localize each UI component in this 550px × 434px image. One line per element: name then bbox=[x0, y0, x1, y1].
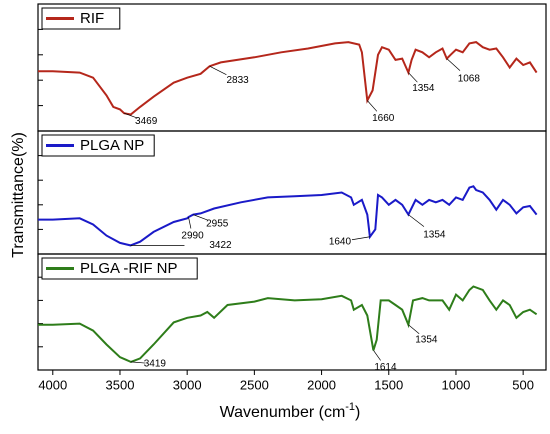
annotation-leader bbox=[188, 217, 192, 229]
x-axis-label: Wavenumber (cm-1) bbox=[220, 401, 361, 421]
x-tick-label: 1500 bbox=[374, 377, 403, 392]
annotation-leader bbox=[408, 324, 420, 335]
x-tick-label: 4000 bbox=[38, 377, 67, 392]
annotation-label: 1614 bbox=[374, 362, 397, 373]
x-tick-label: 3500 bbox=[106, 377, 135, 392]
x-tick-label: 2500 bbox=[240, 377, 269, 392]
legend-box bbox=[41, 7, 121, 30]
annotation-label: 2833 bbox=[226, 75, 249, 86]
x-tick-label: 500 bbox=[512, 377, 534, 392]
annotation-label: 3422 bbox=[209, 240, 232, 251]
spectrum-line bbox=[38, 285, 538, 363]
legend-label: PLGA -RIF NP bbox=[80, 260, 178, 277]
annotation-label: 2990 bbox=[181, 231, 204, 242]
annotation-leader bbox=[124, 112, 138, 119]
annotation-leader bbox=[446, 58, 461, 71]
panel-frame bbox=[37, 253, 547, 371]
annotation-leader bbox=[193, 214, 208, 221]
annotation-label: 1640 bbox=[329, 236, 352, 247]
x-tick-label: 2000 bbox=[307, 377, 336, 392]
annotation-label: 1660 bbox=[372, 113, 395, 124]
annotation-label: 1354 bbox=[415, 334, 438, 345]
annotation-label: 1354 bbox=[412, 83, 435, 94]
annotation-label: 1068 bbox=[458, 73, 481, 84]
x-axis-label-end: ) bbox=[355, 404, 360, 421]
annotation-label: 2955 bbox=[206, 218, 229, 229]
annotation-label: 3469 bbox=[135, 116, 158, 127]
annotation-label: 1354 bbox=[423, 229, 446, 240]
annotation-leader bbox=[351, 236, 371, 241]
annotation-leader bbox=[408, 214, 425, 227]
legend-label: RIF bbox=[80, 10, 104, 27]
x-tick-label: 3000 bbox=[173, 377, 202, 392]
annotation-leader bbox=[373, 350, 381, 361]
annotation-leader bbox=[130, 361, 146, 364]
annotation-leader bbox=[408, 72, 418, 83]
x-axis-label-text: Wavenumber (cm bbox=[220, 404, 346, 421]
x-tick-label: 1000 bbox=[441, 377, 470, 392]
legend-label: PLGA NP bbox=[80, 137, 144, 154]
annotation-label: 3419 bbox=[144, 359, 167, 370]
x-axis-label-sup: -1 bbox=[345, 401, 355, 413]
annotation-leader bbox=[366, 100, 378, 112]
spectrum-line bbox=[38, 41, 538, 116]
spectrum-line bbox=[38, 185, 538, 247]
legend-box bbox=[41, 134, 155, 157]
y-axis-label: Transmittance(%) bbox=[10, 132, 27, 258]
legend-box bbox=[41, 257, 198, 280]
annotation-leader bbox=[209, 65, 227, 75]
